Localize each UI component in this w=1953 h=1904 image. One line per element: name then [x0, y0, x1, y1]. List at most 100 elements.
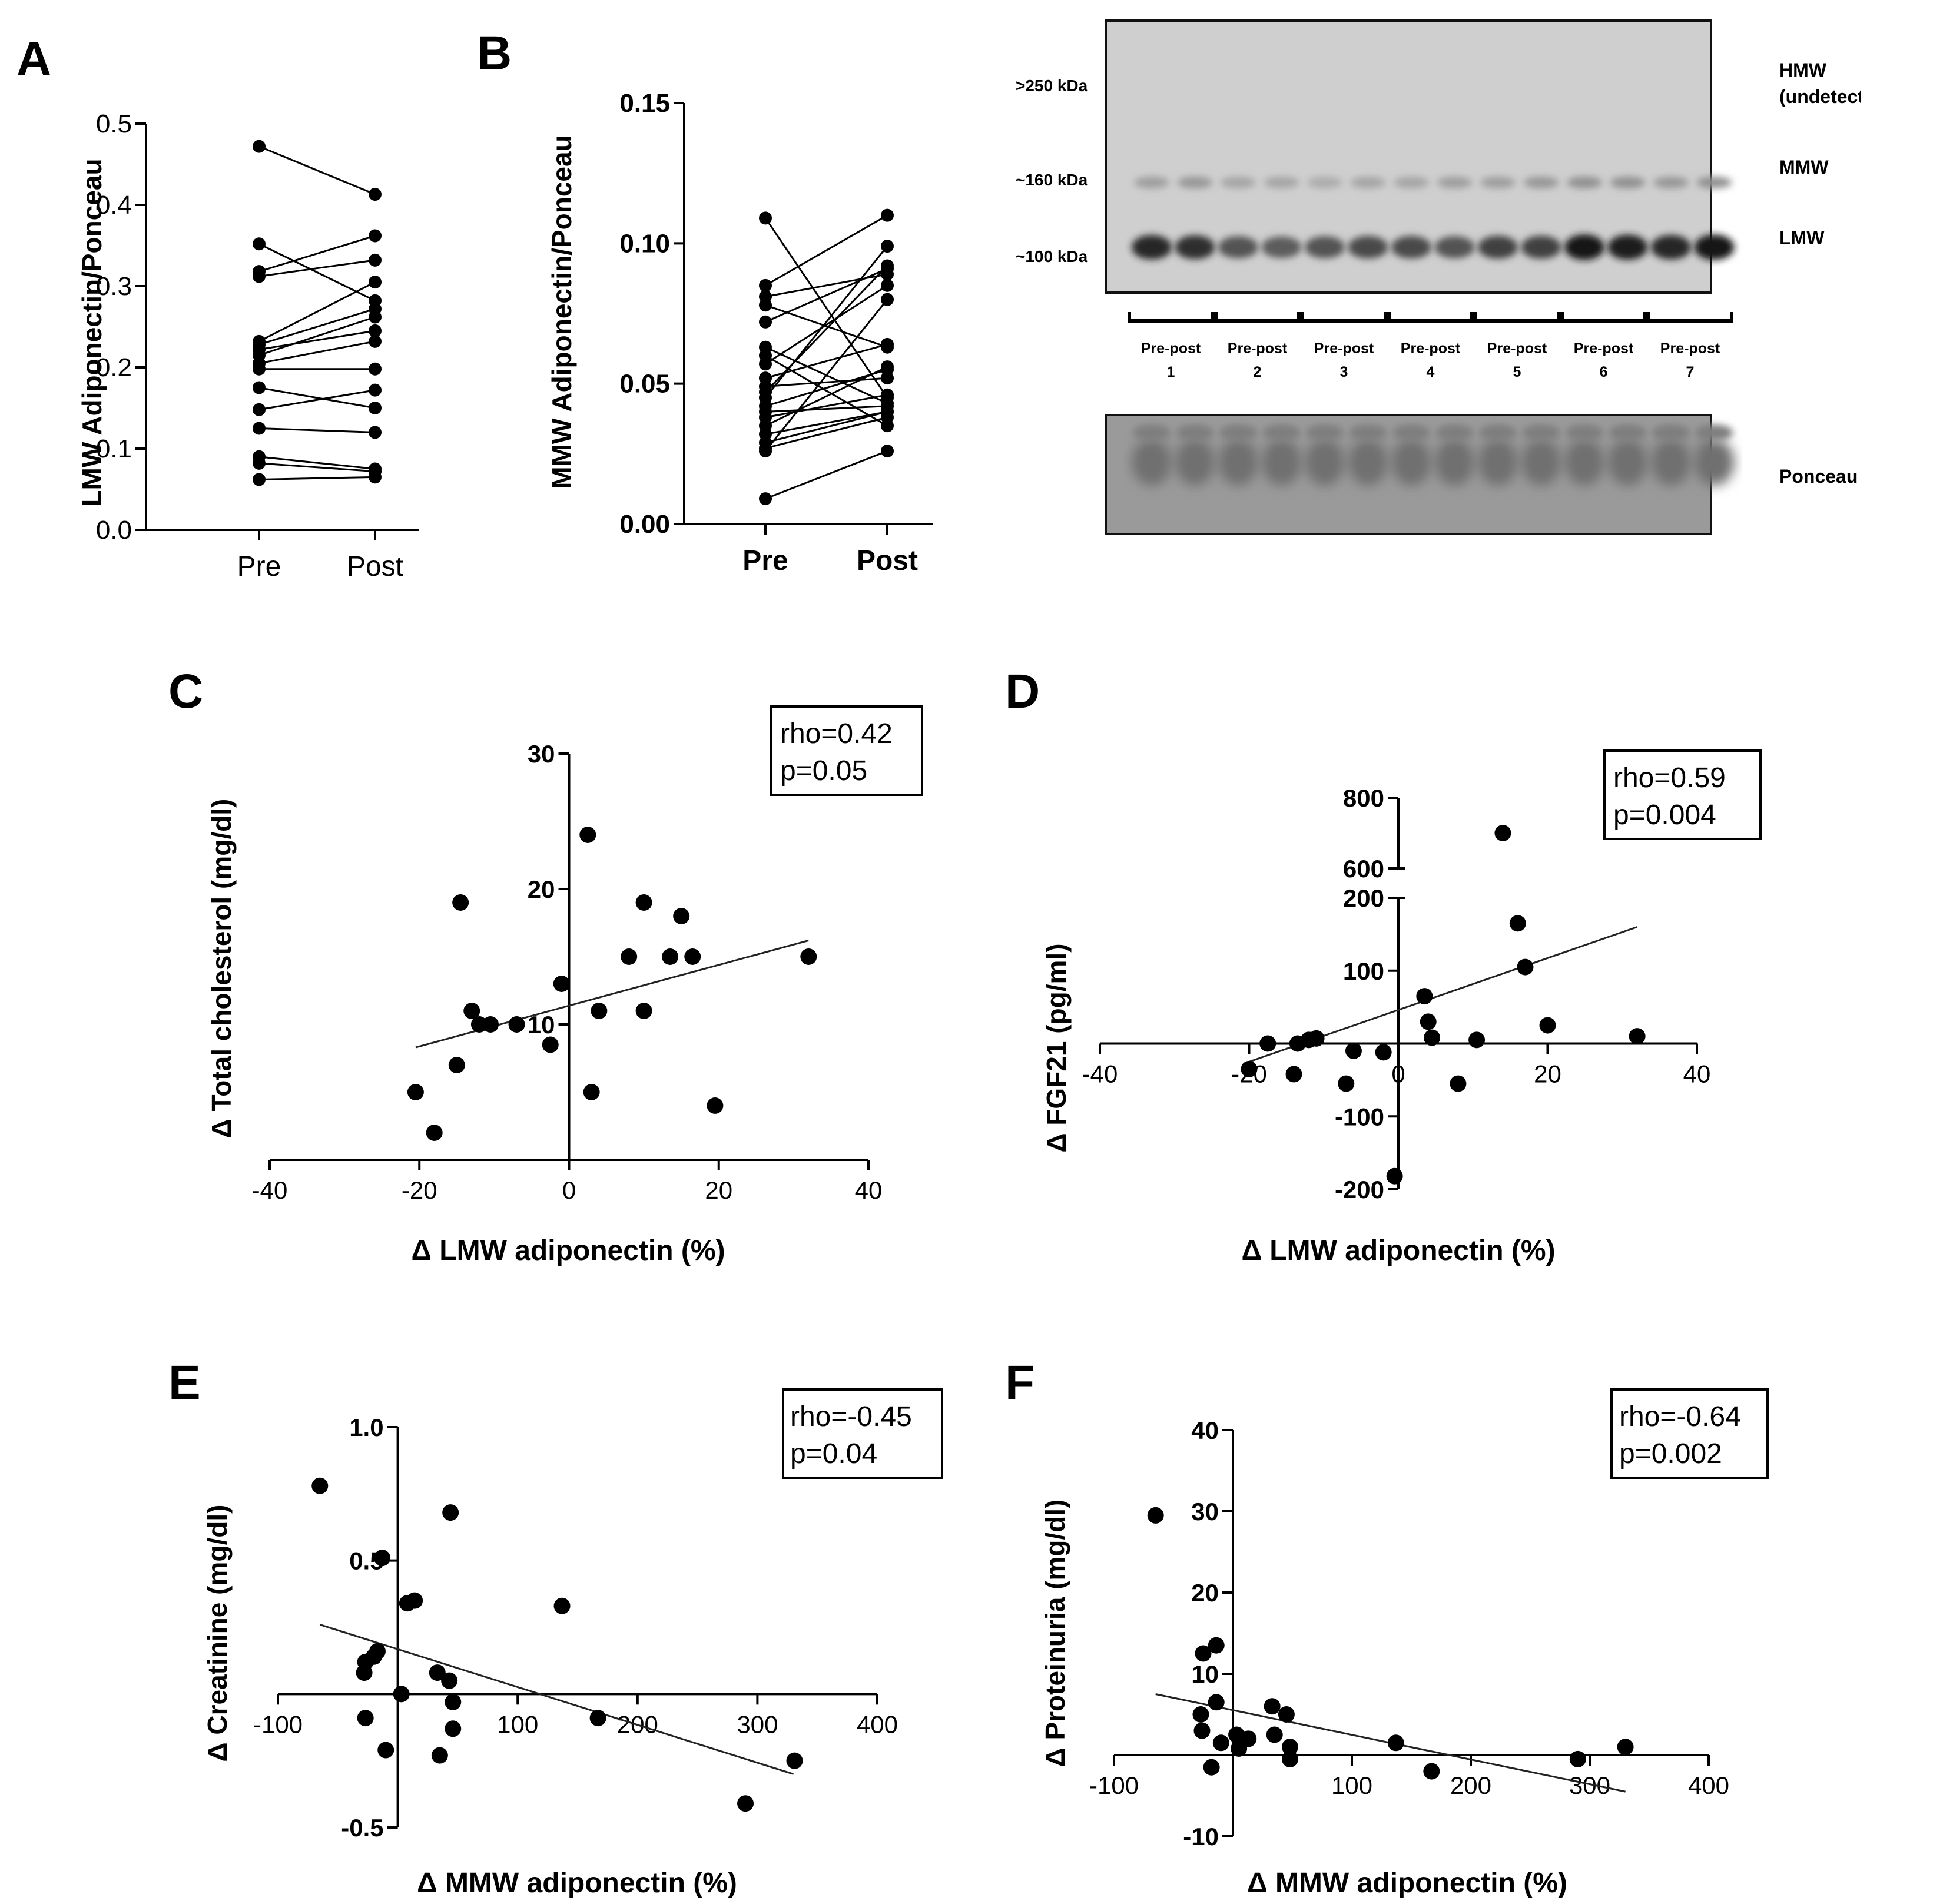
data-point [1509, 915, 1526, 932]
y-tick-label: -200 [1335, 1176, 1384, 1203]
lane-group-number: 3 [1340, 364, 1348, 380]
ponceau-lane-upper [1306, 424, 1344, 441]
data-point-post [369, 276, 382, 289]
data-point [1494, 825, 1511, 841]
y-tick-label: 40 [1191, 1417, 1219, 1444]
data-point [357, 1710, 374, 1727]
data-point [426, 1125, 443, 1141]
data-point [1517, 958, 1534, 976]
y-tick-label: 0.00 [619, 510, 670, 539]
panel-letter-B: B [477, 26, 512, 80]
pair-line [765, 284, 888, 365]
data-point [1308, 1030, 1325, 1047]
ponceau-lane-upper [1522, 424, 1560, 441]
data-point [1208, 1637, 1225, 1654]
data-point [1617, 1739, 1634, 1756]
ponceau-lane [1391, 439, 1431, 486]
data-point-pre [253, 456, 266, 470]
data-point [589, 1710, 606, 1727]
ponceau-lane [1694, 439, 1735, 486]
data-point-pre [253, 473, 266, 486]
data-point-post [369, 229, 382, 243]
y-tick-label: 100 [1343, 957, 1384, 985]
data-point [1208, 1694, 1225, 1711]
pair-line [764, 217, 888, 399]
mmw-band [1134, 177, 1169, 188]
lane-bracket [1387, 312, 1474, 323]
panel-letter-F: F [1005, 1356, 1034, 1409]
chart-A: A LMW Adiponectin/Ponceau 0.0 0.1 0.2 0.3 0.… [16, 32, 419, 582]
data-point-post [881, 388, 894, 402]
panel-letter-A: A [16, 32, 51, 86]
data-point [1450, 1075, 1467, 1092]
ponceau-lane-upper [1219, 424, 1257, 441]
panel-letter-D: D [1005, 665, 1040, 718]
ponceau-lane [1305, 439, 1345, 486]
x-tick-label: 20 [705, 1176, 732, 1204]
stats-box-E [782, 1388, 943, 1479]
x-tick-label: 20 [1534, 1060, 1561, 1088]
ponceau-label: Ponceau Red [1779, 466, 1861, 487]
y-tick-label: 20 [528, 875, 555, 903]
pair-line [765, 267, 888, 323]
data-point [482, 1016, 499, 1033]
data-point [1240, 1730, 1257, 1747]
pair-line [765, 304, 888, 349]
stats-p-F: p=0.002 [1619, 1438, 1722, 1470]
pair-line [765, 377, 888, 387]
x-tick-label: 100 [1331, 1772, 1372, 1799]
lane-group-number: 1 [1167, 364, 1175, 380]
data-point [662, 948, 679, 965]
pair-line [765, 214, 888, 287]
data-point [1203, 1759, 1220, 1776]
data-point [673, 908, 690, 924]
mmw-band [1264, 177, 1299, 188]
y-axis-label-A: LMW Adiponectin/Ponceau [77, 158, 107, 506]
ponceau-lane-upper [1652, 424, 1690, 441]
x-tick-label: -100 [253, 1710, 303, 1738]
chart-C: C Δ Total cholesterol (mg/dl) Δ LMW adip… [168, 665, 923, 1266]
data-point-pre [759, 315, 772, 329]
lane-bracket [1128, 312, 1214, 323]
data-point [442, 1504, 459, 1521]
pair-line [258, 462, 376, 473]
lane-group-number: 2 [1254, 364, 1262, 380]
ponceau-lane [1564, 439, 1604, 486]
y-tick-label: -100 [1335, 1103, 1384, 1130]
data-point [1386, 1167, 1403, 1185]
lane-group-label: Pre-post [1228, 340, 1288, 357]
ponceau-lane [1521, 439, 1561, 486]
data-point-pre [253, 381, 266, 394]
y-axis-label-B: MMW Adiponectin/Ponceau [546, 135, 577, 489]
mmw-band [1696, 177, 1732, 188]
lane-bracket [1301, 312, 1387, 323]
lmw-band [1434, 236, 1475, 258]
data-point-pre [253, 140, 266, 153]
data-point [579, 827, 596, 843]
pair-line [258, 235, 376, 273]
x-tick-label: 0 [562, 1176, 576, 1204]
ponceau-lane [1434, 439, 1475, 486]
ponceau-lane [1478, 439, 1518, 486]
lane-group-label: Pre-post [1574, 340, 1634, 357]
chart-F: F Δ Proteinuria (mg/dl) Δ MMW adiponecti… [1005, 1356, 1769, 1899]
lmw-band [1651, 235, 1691, 260]
data-point [445, 1693, 462, 1710]
size-label-250: >250 kDa [1016, 77, 1088, 95]
size-label-100: ~100 kDa [1016, 247, 1088, 266]
y-tick-label: 200 [1343, 884, 1384, 912]
y-tick-label: 0.0 [96, 516, 132, 545]
lane-group-label: Pre-post [1314, 340, 1374, 357]
stats-p-E: p=0.04 [790, 1438, 877, 1470]
pair-line [258, 427, 376, 433]
lmw-band [1261, 236, 1302, 258]
data-point-post [881, 293, 894, 306]
stats-p-D: p=0.004 [1613, 800, 1716, 831]
lane-group-number: 6 [1600, 364, 1608, 380]
data-point [1420, 1013, 1437, 1030]
data-point [1241, 1060, 1258, 1077]
data-point-pre [253, 403, 266, 416]
stats-box-F [1610, 1388, 1769, 1479]
x-tick-label: -20 [402, 1176, 437, 1204]
lmw-band [1132, 235, 1172, 260]
